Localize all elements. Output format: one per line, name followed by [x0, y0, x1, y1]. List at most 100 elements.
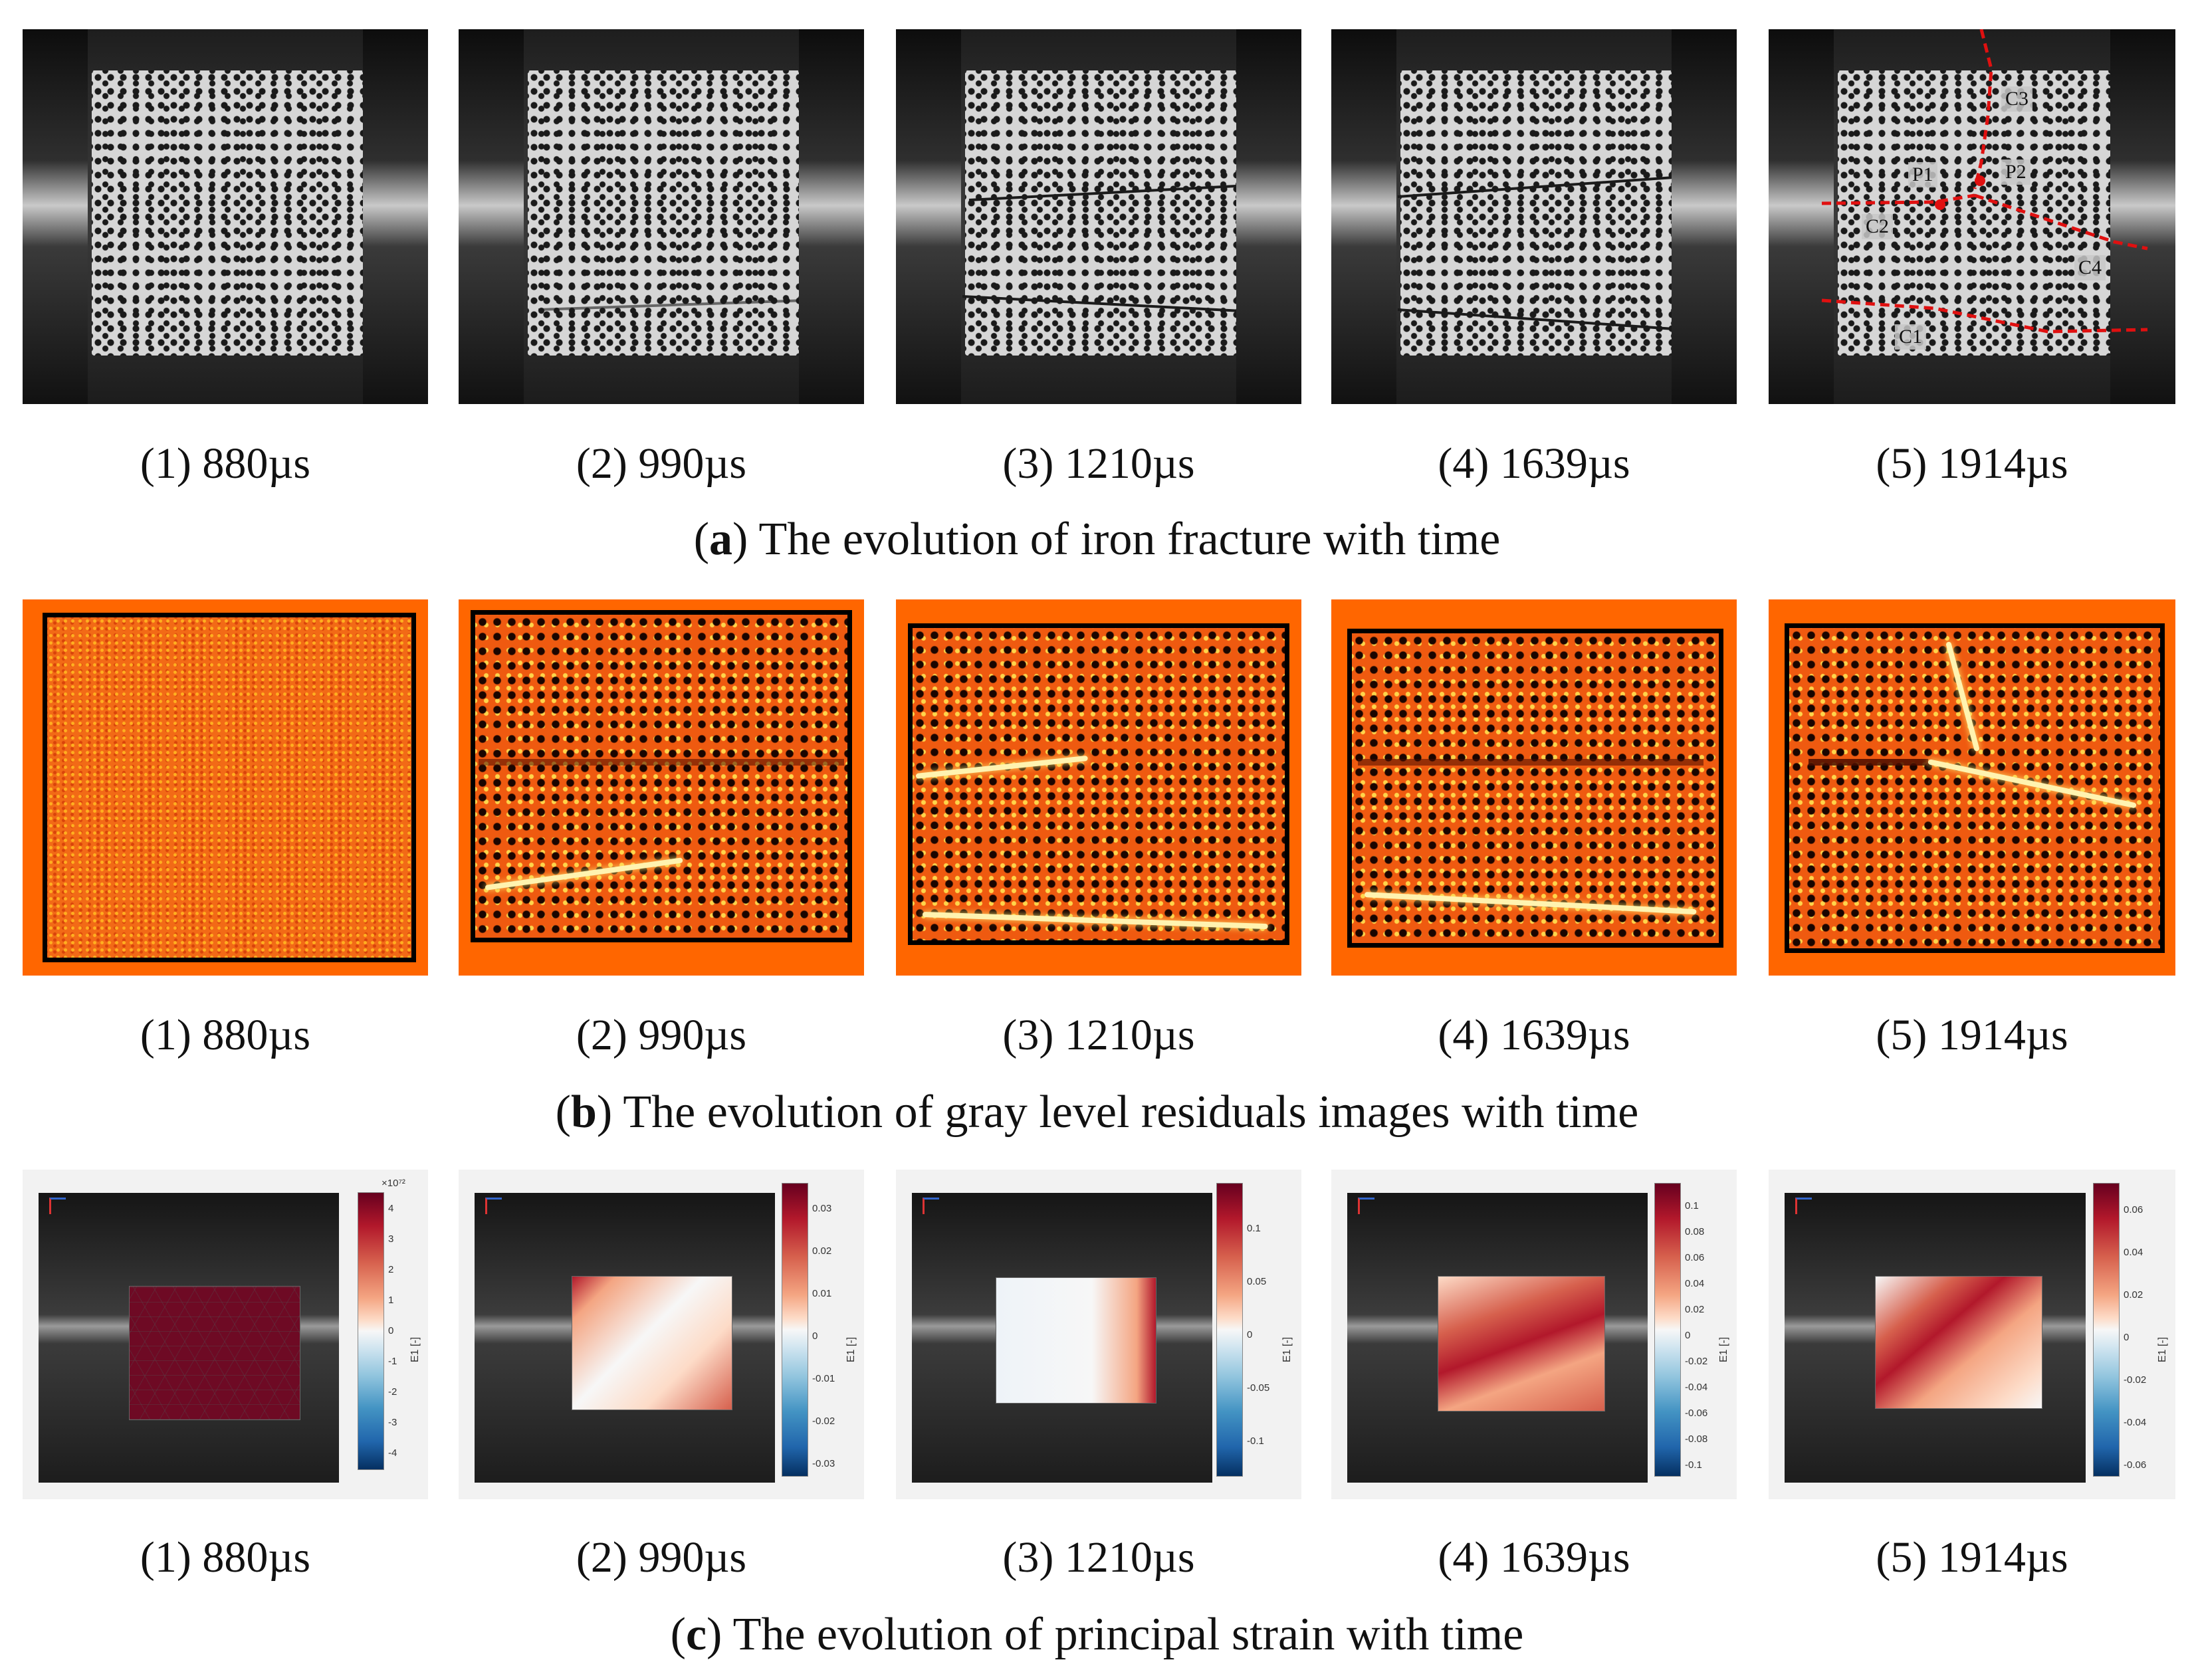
row-a-letter: a	[709, 514, 732, 565]
colorbar-tick: 0	[1247, 1329, 1253, 1340]
loading-bar-left	[1769, 29, 1834, 404]
axes-orientation-icon	[49, 1198, 66, 1214]
crack-c4-path	[1974, 193, 2148, 251]
colorbar-tick: 0.03	[812, 1203, 832, 1214]
strain-colorbar	[782, 1183, 808, 1477]
caption-a-2: (2) 990µs	[576, 439, 747, 488]
residual-map-4	[1331, 599, 1737, 976]
residual-crack-band	[1809, 759, 1928, 766]
strain-map-3: 0.1 0.05 0 -0.05 -0.1 E1 [-]	[896, 1170, 1301, 1499]
residual-field	[1785, 623, 2165, 953]
loading-bar-left	[459, 29, 524, 404]
colorbar-exponent: ×10⁷²	[382, 1178, 405, 1189]
row-c-title: (c) The evolution of principal strain wi…	[670, 1609, 1524, 1660]
row-b-letter: b	[570, 1087, 597, 1138]
colorbar-tick: 1	[388, 1295, 394, 1306]
colorbar-tick: -0.01	[812, 1373, 835, 1384]
caption-a-5: (5) 1914µs	[1876, 439, 2068, 488]
residual-field	[471, 610, 852, 942]
loading-bar-right	[799, 29, 864, 404]
caption-b-3: (3) 1210µs	[1002, 1011, 1195, 1059]
strain-colorbar	[2093, 1183, 2120, 1477]
loading-bar-left	[23, 29, 88, 404]
strain-colorbar	[1216, 1183, 1243, 1477]
caption-c-2: (2) 990µs	[576, 1533, 747, 1582]
strain-mesh	[1438, 1276, 1605, 1412]
loading-bar-right	[2110, 29, 2175, 404]
crack-annotation-overlay	[1821, 29, 2148, 334]
colorbar-tick: 0.1	[1247, 1223, 1261, 1234]
colorbar-tick: -0.06	[1685, 1408, 1708, 1419]
crack-c3-path	[1973, 29, 1993, 189]
caption-c-3: (3) 1210µs	[1002, 1533, 1195, 1582]
residual-map-3	[896, 599, 1301, 976]
colorbar-tick: 0.02	[812, 1245, 832, 1257]
caption-c-4: (4) 1639µs	[1438, 1533, 1630, 1582]
fracture-photo-3	[896, 29, 1301, 404]
point-p2-marker	[1975, 175, 1985, 186]
axes-orientation-icon	[485, 1198, 502, 1214]
loading-bar-left	[896, 29, 961, 404]
colorbar-tick: 0	[812, 1330, 818, 1342]
colorbar-label: E1 [-]	[409, 1336, 421, 1362]
colorbar-label: E1 [-]	[1281, 1336, 1293, 1362]
residual-crack-band	[1358, 759, 1703, 766]
label-p2: P2	[2001, 159, 2030, 185]
row-b-title-text: The evolution of gray level residuals im…	[612, 1087, 1639, 1138]
colorbar-tick: -1	[388, 1356, 397, 1367]
fracture-photo-4	[1331, 29, 1737, 404]
colorbar-tick: -0.04	[1685, 1382, 1708, 1393]
colorbar-tick: -3	[388, 1417, 397, 1428]
colorbar-tick: -0.02	[812, 1416, 835, 1427]
strain-colorbar	[358, 1192, 384, 1470]
strain-map-2: 0.03 0.02 0.01 0 -0.01 -0.02 -0.03 E1 [-…	[459, 1170, 864, 1499]
colorbar-label: E1 [-]	[2157, 1336, 2168, 1362]
fracture-photo-1	[23, 29, 428, 404]
loading-bar-left	[1331, 29, 1396, 404]
colorbar-tick: -0.08	[1685, 1433, 1708, 1445]
colorbar-tick: -0.04	[2124, 1417, 2147, 1428]
speckled-specimen	[964, 70, 1249, 356]
fracture-photo-2	[459, 29, 864, 404]
residual-crack-band	[479, 759, 844, 766]
colorbar-tick: 4	[388, 1203, 394, 1214]
colorbar-tick: 0.02	[1685, 1304, 1705, 1315]
colorbar-tick: -2	[388, 1386, 397, 1398]
loading-bar-right	[1672, 29, 1737, 404]
colorbar-tick: 0.02	[2124, 1289, 2143, 1301]
residual-field	[43, 613, 416, 962]
colorbar-label: E1 [-]	[845, 1336, 857, 1362]
speckled-specimen	[527, 70, 812, 356]
colorbar-tick: -0.05	[1247, 1382, 1270, 1394]
caption-a-1: (1) 880µs	[140, 439, 311, 488]
caption-b-1: (1) 880µs	[140, 1011, 311, 1059]
caption-a-3: (3) 1210µs	[1002, 439, 1195, 488]
label-c4: C4	[2074, 255, 2106, 280]
caption-c-1: (1) 880µs	[140, 1533, 311, 1582]
colorbar-tick: -0.06	[2124, 1459, 2147, 1471]
axes-orientation-icon	[923, 1198, 939, 1214]
label-p1: P1	[1908, 162, 1937, 187]
colorbar-tick: 0	[2124, 1332, 2130, 1343]
colorbar-tick: 0	[1685, 1330, 1691, 1341]
strain-colorbar	[1654, 1183, 1681, 1477]
crack-c2-path	[1821, 193, 1975, 205]
residual-map-5	[1769, 599, 2175, 976]
colorbar-tick: 0.06	[2124, 1204, 2143, 1215]
colorbar-tick: 0.05	[1247, 1276, 1267, 1287]
colorbar-tick: 0.06	[1685, 1252, 1705, 1263]
crack-c1-path	[1821, 298, 2148, 334]
colorbar-tick: -0.02	[1685, 1356, 1708, 1367]
colorbar-tick: 0.08	[1685, 1226, 1705, 1237]
colorbar-tick: -0.02	[2124, 1374, 2147, 1386]
axes-orientation-icon	[1795, 1198, 1812, 1214]
caption-c-5: (5) 1914µs	[1876, 1533, 2068, 1582]
loading-bar-right	[363, 29, 428, 404]
residual-map-2	[459, 599, 864, 976]
colorbar-tick: -4	[388, 1447, 397, 1459]
colorbar-tick: 0.1	[1685, 1200, 1699, 1211]
strain-mesh	[572, 1276, 732, 1410]
caption-b-5: (5) 1914µs	[1876, 1011, 2068, 1059]
residual-map-1	[23, 599, 428, 976]
caption-b-2: (2) 990µs	[576, 1011, 747, 1059]
